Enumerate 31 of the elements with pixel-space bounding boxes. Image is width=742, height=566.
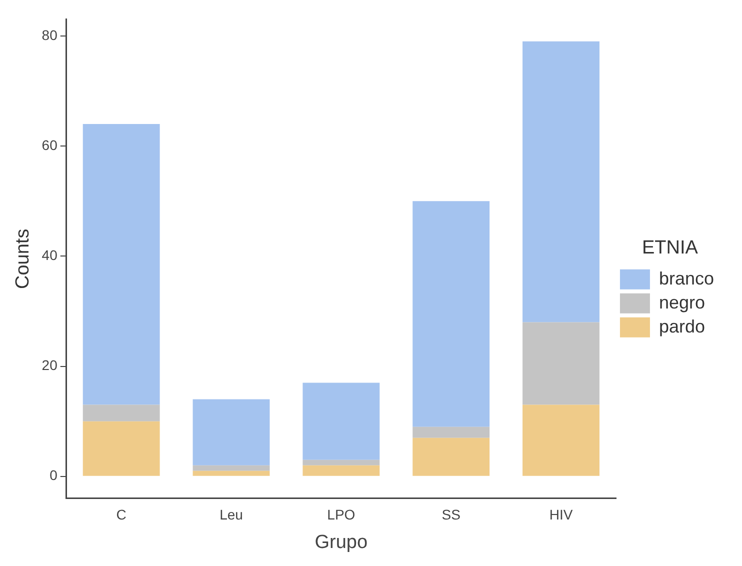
- x-tick-label: LPO: [327, 506, 356, 523]
- x-tick-label: SS: [442, 506, 460, 523]
- bar: [192, 470, 270, 476]
- bar: [412, 426, 490, 438]
- bar: [522, 41, 600, 322]
- y-tick-label: 20: [42, 357, 58, 374]
- legend-label: branco: [658, 268, 714, 288]
- x-tick-label: Leu: [220, 506, 243, 523]
- x-tick-label: HIV: [549, 506, 574, 523]
- bar: [192, 465, 270, 471]
- bar: [412, 438, 490, 476]
- bar: [82, 404, 160, 422]
- x-axis-title: Grupo: [314, 532, 368, 553]
- y-axis-title: Counts: [12, 228, 34, 289]
- legend-label: negro: [658, 292, 706, 312]
- bar: [412, 201, 490, 427]
- y-tick-label: 60: [42, 136, 58, 153]
- bar: [302, 460, 380, 466]
- x-tick-label: C: [116, 506, 126, 523]
- bar: [192, 399, 270, 466]
- legend-label: pardo: [658, 316, 706, 336]
- bar: [302, 382, 380, 460]
- y-tick-label: 40: [42, 247, 58, 264]
- y-tick-label: 80: [42, 26, 58, 43]
- legend-title: ETNIA: [642, 237, 698, 258]
- y-tick-label: 0: [50, 467, 58, 484]
- bar: [522, 322, 600, 405]
- bar: [82, 124, 160, 405]
- bar: [522, 404, 600, 476]
- bar: [82, 421, 160, 476]
- bar: [302, 465, 380, 476]
